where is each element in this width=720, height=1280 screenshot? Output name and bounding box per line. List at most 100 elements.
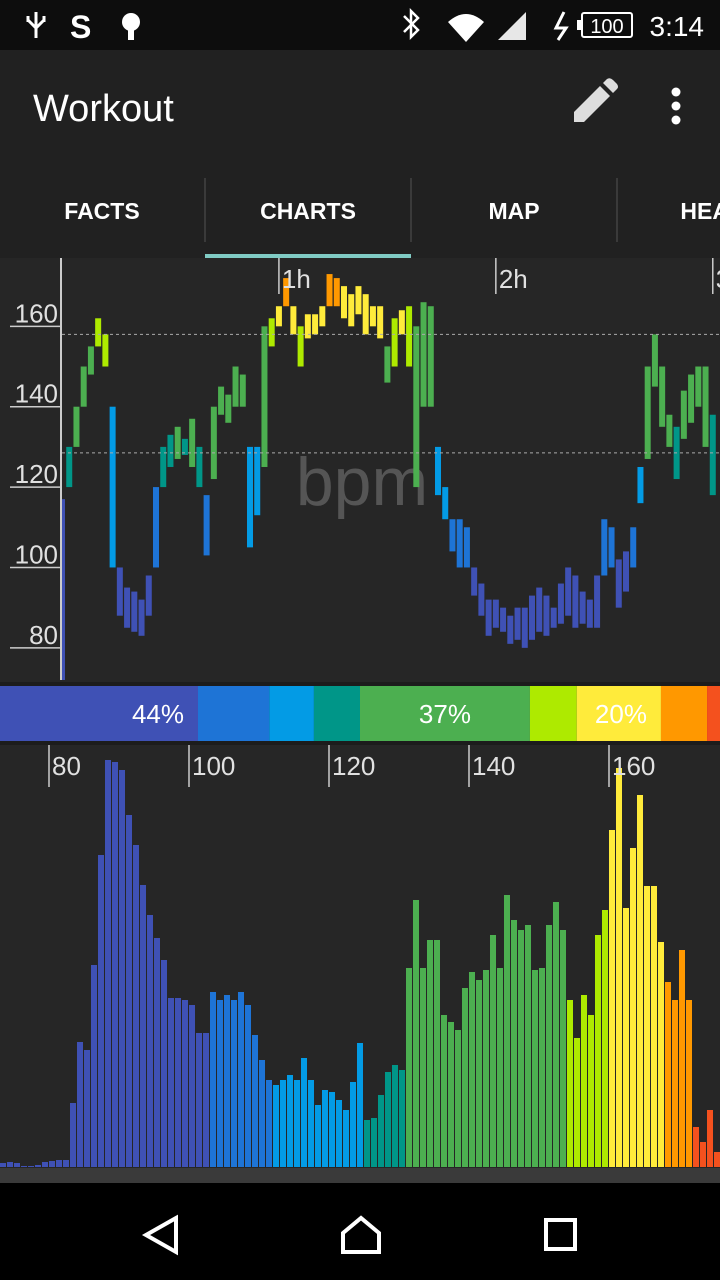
x-tick-label: 120 [332, 751, 375, 781]
hr-range-bar [507, 615, 514, 644]
hr-range-bar [702, 366, 709, 447]
histogram-bar [616, 768, 622, 1167]
hr-range-bar [66, 446, 73, 488]
hr-range-bar [225, 394, 232, 423]
hr-range-bar [355, 286, 362, 315]
histogram-bar [161, 960, 167, 1167]
histogram-bar [105, 760, 111, 1167]
home-button[interactable] [341, 1215, 381, 1254]
hr-range-bar [709, 414, 716, 496]
hr-range-bar [435, 446, 441, 496]
hr-range-bar [529, 595, 535, 640]
y-tick-label: 100 [15, 539, 58, 569]
histogram-bar [336, 1100, 342, 1167]
histogram-bar [273, 1085, 279, 1167]
histogram-bar [280, 1080, 286, 1167]
histogram-bar [196, 1033, 202, 1167]
histogram-bar [441, 1015, 447, 1167]
zone-segment [707, 686, 720, 741]
histogram-bar [679, 950, 685, 1167]
tab[interactable]: HEART [680, 198, 720, 224]
overflow-menu-button[interactable] [671, 87, 681, 125]
histogram-bar [665, 982, 671, 1167]
hr-range-bar [471, 567, 478, 596]
hr-range-bar [239, 374, 246, 407]
hr-range-bar [601, 519, 608, 576]
hr-range-bar [557, 583, 564, 624]
hr-range-bar [550, 607, 557, 628]
histogram-bar [490, 935, 496, 1167]
histogram-bar [91, 965, 97, 1167]
hr-range-bar [608, 527, 615, 568]
hr-range-bar [492, 599, 499, 628]
x-tick-label: 1h [282, 264, 311, 294]
hr-range-bar [109, 406, 116, 568]
histogram-bar [301, 1058, 307, 1167]
histogram-bar [168, 998, 174, 1167]
hr-range-bar [116, 567, 123, 616]
histogram-bar [525, 925, 531, 1167]
hr-range-bar [623, 551, 629, 592]
histogram-bar [588, 1015, 594, 1167]
zone-segment [269, 686, 314, 741]
histogram-bar [672, 1000, 678, 1167]
histogram-bar [371, 1118, 377, 1167]
hr-range-bar [463, 527, 470, 568]
hr-range-bar [565, 567, 572, 616]
histogram-bar [427, 940, 433, 1167]
tab[interactable]: FACTS [64, 198, 139, 224]
histogram-bar [322, 1090, 328, 1167]
histogram-bar [385, 1072, 391, 1167]
y-tick-label: 160 [15, 298, 58, 328]
recents-button[interactable] [544, 1218, 577, 1251]
hr-range-bar [384, 346, 391, 383]
hr-range-bar [254, 446, 261, 516]
histogram-bar [175, 998, 181, 1167]
histogram-bar [203, 1033, 209, 1167]
hr-range-bar [478, 583, 485, 616]
hr-range-bar [181, 438, 188, 455]
histogram-bar [392, 1065, 398, 1167]
edit-button[interactable] [574, 78, 618, 122]
histogram-bar [49, 1161, 55, 1167]
hr-bars [62, 274, 716, 680]
hr-range-bar [138, 599, 145, 636]
zone-segment [660, 686, 708, 741]
hr-range-bar [196, 446, 203, 488]
hr-range-bar [442, 487, 449, 520]
x-tick-label: 100 [192, 751, 235, 781]
histogram-bar [308, 1080, 314, 1167]
histogram-bar [378, 1095, 384, 1167]
histogram-bar [693, 1127, 699, 1167]
hr-range-bar [413, 326, 420, 488]
histogram-bar [238, 992, 244, 1167]
battery-level: 100 [590, 16, 623, 38]
histogram-bar [343, 1110, 349, 1167]
histogram-footer [0, 1168, 720, 1183]
histogram-bar [259, 1060, 265, 1167]
hr-range-bar [167, 434, 174, 467]
back-button[interactable] [141, 1214, 178, 1256]
histogram-bar [469, 972, 475, 1167]
x-tick-label: 160 [612, 751, 655, 781]
hr-range-bar [247, 446, 253, 548]
nav-bar [0, 1183, 720, 1280]
x-tick-label: 3h [716, 264, 720, 294]
hr-range-bar [659, 366, 666, 427]
y-tick-label: 80 [29, 620, 58, 650]
hr-range-bar [312, 314, 319, 335]
tab[interactable]: MAP [488, 198, 539, 224]
histogram-bar [700, 1142, 706, 1167]
hr-range-bar [427, 306, 434, 407]
zone-segment [198, 686, 270, 741]
histogram-bar [651, 886, 657, 1167]
histogram-bar [504, 895, 510, 1167]
x-tick-label: 140 [472, 751, 515, 781]
tab[interactable]: CHARTS [260, 198, 356, 224]
histogram-bar [707, 1110, 713, 1167]
zone-percent: 44% [132, 699, 184, 729]
hr-range-bar [572, 575, 579, 628]
histogram-bar [126, 815, 132, 1167]
x-tick-label: 80 [52, 751, 81, 781]
